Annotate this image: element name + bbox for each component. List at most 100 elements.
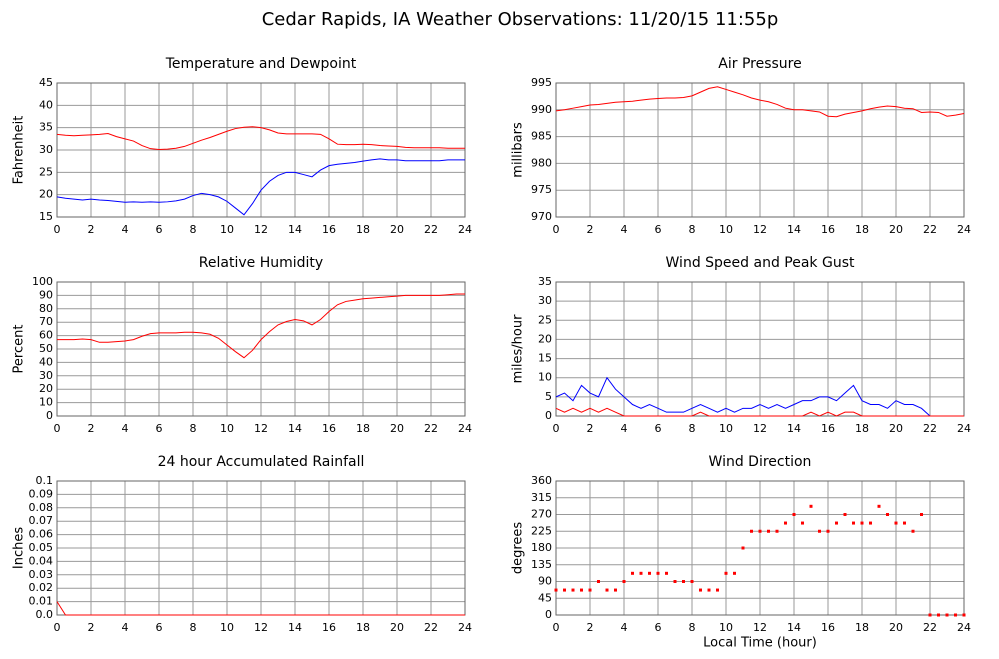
data-point	[656, 571, 660, 575]
y-tick-label: 0.02	[29, 581, 54, 594]
x-tick-label: 20	[889, 223, 903, 236]
x-tick-label: 4	[621, 223, 628, 236]
y-axis-label: miles/hour	[511, 314, 526, 383]
x-tick-label: 24	[957, 223, 971, 236]
y-tick-label: 270	[531, 508, 552, 521]
x-tick-label: 14	[288, 422, 302, 435]
y-tick-label: 90	[39, 288, 53, 301]
x-tick-label: 24	[458, 621, 472, 634]
data-point	[571, 588, 575, 592]
y-axis-label: Inches	[12, 527, 27, 569]
data-point	[962, 613, 966, 617]
y-tick-label: 5	[545, 390, 552, 403]
x-tick-label: 10	[719, 422, 733, 435]
x-tick-label: 12	[753, 422, 767, 435]
y-tick-label: 35	[39, 121, 53, 134]
y-tick-label: 80	[39, 302, 53, 315]
data-line	[57, 293, 465, 359]
y-tick-label: 40	[39, 98, 53, 111]
x-tick-label: 20	[889, 621, 903, 634]
x-tick-label: 18	[356, 422, 370, 435]
x-tick-label: 8	[689, 621, 696, 634]
x-tick-label: 12	[254, 621, 268, 634]
y-tick-label: 20	[39, 188, 53, 201]
x-tick-label: 8	[689, 223, 696, 236]
x-tick-label: 20	[390, 621, 404, 634]
plot-frame	[56, 82, 466, 218]
data-point	[563, 588, 566, 592]
x-tick-label: 0	[54, 422, 61, 435]
x-tick-label: 20	[390, 223, 404, 236]
y-tick-label: 45	[538, 591, 552, 604]
x-tick-label: 12	[254, 422, 268, 435]
y-tick-label: 30	[538, 294, 552, 307]
x-tick-label: 8	[190, 422, 197, 435]
y-tick-label: 990	[531, 103, 552, 116]
y-tick-label: 70	[39, 315, 53, 328]
x-tick-label: 4	[621, 621, 628, 634]
y-tick-label: 100	[32, 275, 53, 288]
y-axis-label: degrees	[511, 522, 526, 575]
y-tick-label: 10	[538, 371, 552, 384]
x-tick-label: 0	[553, 223, 560, 236]
x-tick-label: 18	[356, 621, 370, 634]
x-tick-label: 18	[855, 223, 869, 236]
x-tick-label: 16	[322, 422, 336, 435]
data-point	[869, 521, 872, 525]
y-tick-label: 0.09	[29, 487, 54, 500]
y-tick-label: 225	[531, 524, 552, 537]
data-point	[937, 613, 940, 617]
y-tick-label: 0.06	[29, 528, 54, 541]
y-tick-label: 315	[531, 491, 552, 504]
x-tick-label: 24	[957, 422, 971, 435]
x-tick-label: 16	[821, 223, 835, 236]
x-tick-label: 24	[458, 223, 472, 236]
data-line	[56, 126, 465, 151]
data-point	[716, 588, 719, 592]
x-tick-label: 24	[458, 422, 472, 435]
y-axis-label: millibars	[511, 122, 526, 178]
x-tick-label: 8	[190, 621, 197, 634]
x-tick-label: 22	[424, 422, 438, 435]
x-tick-label: 4	[122, 621, 129, 634]
data-point	[903, 521, 906, 525]
x-tick-label: 4	[122, 422, 129, 435]
y-tick-label: 30	[39, 143, 53, 156]
y-tick-label: 980	[531, 156, 552, 169]
y-tick-label: 0.03	[29, 568, 54, 581]
x-tick-label: 14	[288, 621, 302, 634]
x-tick-label: 10	[719, 223, 733, 236]
data-point	[767, 529, 770, 533]
y-tick-label: 0.08	[29, 501, 54, 514]
y-tick-label: 25	[39, 165, 53, 178]
data-point	[673, 580, 677, 583]
chart-title: Wind Speed and Peak Gust	[666, 255, 855, 271]
plot-frame	[555, 82, 965, 218]
y-tick-label: 180	[531, 541, 552, 554]
data-point	[588, 588, 592, 592]
y-tick-label: 0	[545, 608, 552, 621]
page-title: Cedar Rapids, IA Weather Observations: 1…	[262, 9, 779, 30]
data-point	[597, 580, 600, 583]
y-tick-label: 0.07	[29, 514, 54, 527]
data-point	[775, 529, 779, 533]
data-point	[792, 513, 796, 516]
data-point	[648, 571, 651, 575]
y-tick-label: 0.04	[29, 554, 54, 567]
x-tick-label: 14	[787, 621, 801, 634]
data-point	[843, 513, 847, 516]
x-tick-label: 2	[587, 621, 594, 634]
x-tick-label: 14	[787, 223, 801, 236]
x-tick-label: 16	[322, 621, 336, 634]
x-tick-label: 2	[88, 621, 95, 634]
plot-frame	[56, 281, 466, 417]
y-tick-label: 975	[531, 183, 552, 196]
x-tick-label: 22	[923, 223, 937, 236]
data-point	[954, 613, 957, 617]
data-point	[835, 521, 838, 525]
y-tick-label: 995	[531, 76, 552, 89]
y-tick-label: 0.1	[36, 474, 54, 487]
x-tick-label: 22	[923, 422, 937, 435]
x-tick-label: 16	[322, 223, 336, 236]
